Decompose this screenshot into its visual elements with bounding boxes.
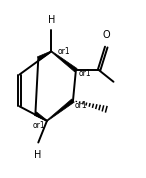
Text: H: H	[48, 15, 55, 25]
Polygon shape	[34, 112, 47, 121]
Text: or1: or1	[58, 47, 70, 56]
Polygon shape	[47, 99, 74, 121]
Text: H: H	[34, 150, 41, 160]
Polygon shape	[37, 51, 52, 60]
Text: or1: or1	[74, 101, 87, 110]
Text: O: O	[102, 30, 110, 40]
Text: or1: or1	[33, 121, 46, 130]
Text: or1: or1	[79, 69, 91, 78]
Polygon shape	[51, 51, 77, 72]
